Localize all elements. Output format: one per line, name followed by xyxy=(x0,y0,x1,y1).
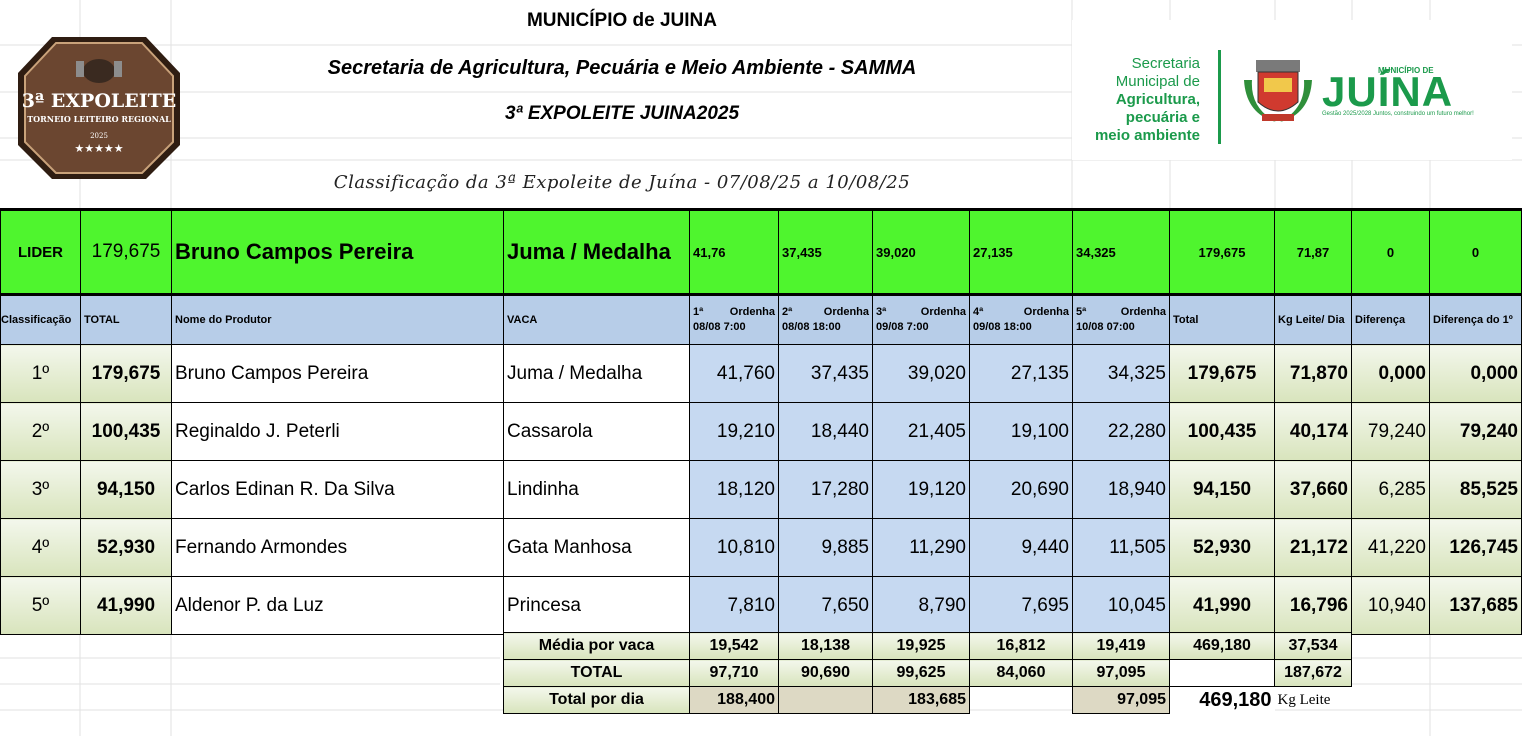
municipio-label: MUNICÍPIO DE xyxy=(1378,66,1434,75)
logo-tagline: Gestão 2025/2028 Juntos, construindo um … xyxy=(1322,111,1474,117)
total-por-dia-label: Total por dia xyxy=(503,686,690,714)
total-dia-1: 188,400 xyxy=(689,686,779,714)
col-ordenha-3: 3ª Ordenha 09/08 7:00 xyxy=(872,294,970,345)
col-diferenca: Diferença xyxy=(1351,294,1430,345)
logo-year: 2025 xyxy=(90,132,108,140)
col-ordenha-4: 4ª Ordenha 09/08 18:00 xyxy=(969,294,1073,345)
grand-total-unit: Kg Leite xyxy=(1277,691,1331,708)
table-row: 5º 41,990 Aldenor P. da Luz Princesa 7,8… xyxy=(0,576,1522,635)
col-nome: Nome do Produtor xyxy=(171,294,504,345)
leader-sum: 179,675 xyxy=(1169,208,1275,296)
table-row: 2º 100,435 Reginaldo J. Peterli Cassarol… xyxy=(0,402,1522,461)
leader-ordenha-5: 34,325 xyxy=(1072,208,1170,296)
grand-total: 469,180 xyxy=(1169,686,1275,714)
leader-diferenca-1: 0 xyxy=(1429,208,1522,296)
column-header-row: Classificação TOTAL Nome do Produtor VAC… xyxy=(0,294,1522,345)
logo-divider xyxy=(1218,50,1221,144)
leader-ordenha-2: 37,435 xyxy=(778,208,873,296)
col-ordenha-2: 2ª Ordenha 08/08 18:00 xyxy=(778,294,873,345)
leader-ordenha-4: 27,135 xyxy=(969,208,1073,296)
leader-total: 179,675 xyxy=(80,208,172,296)
juina-wordmark: JUÍNA xyxy=(1322,68,1454,115)
col-sum: Total xyxy=(1169,294,1275,345)
col-ordenha-5: 5ª Ordenha 10/08 07:00 xyxy=(1072,294,1170,345)
logo-title: 3ª EXPOLEITE xyxy=(22,90,177,112)
summary-table: Média por vaca 19,542 18,138 19,925 16,8… xyxy=(503,632,1352,714)
leader-ordenha-1: 41,76 xyxy=(689,208,779,296)
leader-vaca: Juma / Medalha xyxy=(503,208,690,296)
col-diferenca-1: Diferença do 1º xyxy=(1429,294,1522,345)
logo-subtitle: TORNEIO LEITEIRO REGIONAL xyxy=(27,114,171,124)
header-municipio: MUNICÍPIO de JUINA xyxy=(526,10,718,31)
secretaria-logo-text: Secretaria Municipal de Agricultura, pec… xyxy=(1094,55,1200,144)
total-label: TOTAL xyxy=(503,659,690,687)
leader-diferenca: 0 xyxy=(1351,208,1430,296)
table-row: 4º 52,930 Fernando Armondes Gata Manhosa… xyxy=(0,518,1522,577)
classification-table: LIDER 179,675 Bruno Campos Pereira Juma … xyxy=(0,208,1522,635)
header-event: 3ª EXPOLEITE JUINA2025 xyxy=(504,103,740,124)
total-dia-3: 97,095 xyxy=(1072,686,1170,714)
col-ordenha-1: 1ª Ordenha 08/08 7:00 xyxy=(689,294,779,345)
col-classificacao: Classificação xyxy=(0,294,81,345)
total-por-dia-row: Total por dia 188,400 183,685 97,095 469… xyxy=(503,686,1352,714)
col-vaca: VACA xyxy=(503,294,690,345)
stars-icon: ★★★★★ xyxy=(74,142,123,155)
coat-of-arms-icon xyxy=(1244,60,1312,122)
leader-label: LIDER xyxy=(0,208,81,296)
col-total: TOTAL xyxy=(80,294,172,345)
col-kg: Kg Leite/ Dia xyxy=(1274,294,1352,345)
total-row: TOTAL 97,710 90,690 99,625 84,060 97,095… xyxy=(503,659,1352,687)
table-row: 3º 94,150 Carlos Edinan R. Da Silva Lind… xyxy=(0,460,1522,519)
header-secretaria: Secretaria de Agricultura, Pecuária e Me… xyxy=(327,57,917,79)
leader-kg: 71,87 xyxy=(1274,208,1352,296)
table-row: 1º 179,675 Bruno Campos Pereira Juma / M… xyxy=(0,344,1522,403)
classification-subtitle: Classificação da 3ª Expoleite de Juína -… xyxy=(333,172,911,193)
media-label: Média por vaca xyxy=(503,632,690,660)
leader-name: Bruno Campos Pereira xyxy=(171,208,504,296)
leader-ordenha-3: 39,020 xyxy=(872,208,970,296)
expoleite-logo: 3ª EXPOLEITE TORNEIO LEITEIRO REGIONAL 2… xyxy=(18,37,180,179)
leader-row: LIDER 179,675 Bruno Campos Pereira Juma … xyxy=(0,208,1522,296)
total-dia-2: 183,685 xyxy=(872,686,970,714)
media-row: Média por vaca 19,542 18,138 19,925 16,8… xyxy=(503,632,1352,660)
